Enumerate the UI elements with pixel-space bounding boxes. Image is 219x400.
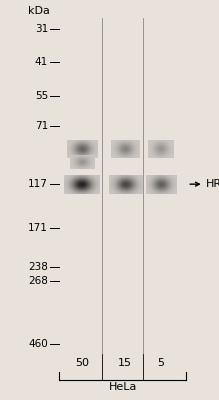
Text: 50: 50 — [75, 358, 89, 368]
Text: 31: 31 — [35, 24, 48, 34]
Text: 41: 41 — [35, 57, 48, 67]
Text: 238: 238 — [28, 262, 48, 272]
Text: kDa: kDa — [28, 6, 50, 16]
Text: HeLa: HeLa — [108, 382, 137, 392]
Text: 460: 460 — [28, 339, 48, 349]
Text: 5: 5 — [157, 358, 164, 368]
Text: HRS: HRS — [206, 179, 219, 189]
Text: 55: 55 — [35, 91, 48, 101]
Text: 15: 15 — [118, 358, 132, 368]
Text: 268: 268 — [28, 276, 48, 286]
Text: 117: 117 — [28, 179, 48, 189]
Text: 71: 71 — [35, 121, 48, 131]
Text: 171: 171 — [28, 224, 48, 234]
